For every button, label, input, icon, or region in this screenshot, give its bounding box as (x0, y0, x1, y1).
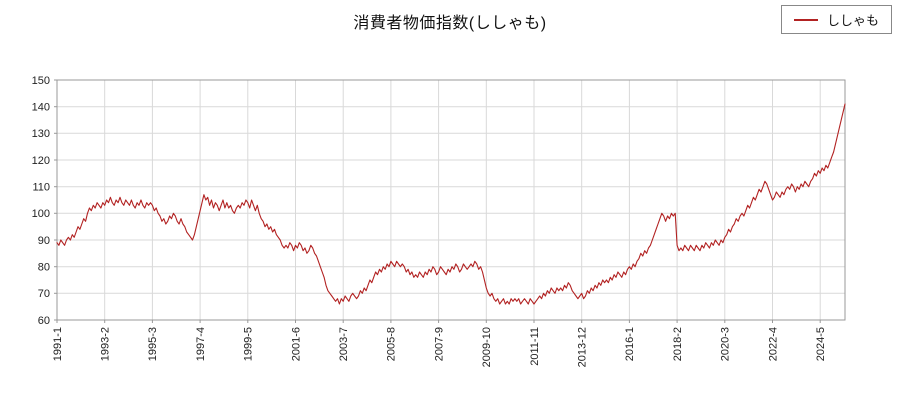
grid (56, 79, 845, 321)
svg-text:2011-11: 2011-11 (529, 327, 541, 366)
svg-text:110: 110 (32, 182, 50, 194)
svg-text:2013-12: 2013-12 (577, 327, 589, 367)
svg-text:1993-2: 1993-2 (100, 327, 112, 361)
svg-text:2003-7: 2003-7 (338, 327, 350, 361)
plot-background (57, 80, 845, 320)
svg-text:2020-3: 2020-3 (720, 327, 732, 361)
svg-text:2005-8: 2005-8 (386, 327, 398, 361)
series-line (56, 103, 846, 305)
svg-text:90: 90 (38, 235, 50, 247)
svg-text:150: 150 (32, 75, 50, 87)
svg-text:2009-10: 2009-10 (481, 327, 493, 367)
svg-text:100: 100 (32, 208, 50, 220)
svg-text:2024-5: 2024-5 (815, 327, 827, 361)
svg-text:120: 120 (32, 155, 50, 167)
chart-title: 消費者物価指数(ししゃも) (353, 15, 547, 32)
svg-text:1997-4: 1997-4 (195, 327, 207, 361)
svg-text:2016-1: 2016-1 (624, 327, 636, 361)
svg-text:1999-5: 1999-5 (243, 327, 255, 361)
svg-text:2001-6: 2001-6 (290, 327, 302, 361)
svg-text:1991-1: 1991-1 (52, 327, 64, 361)
svg-text:2007-9: 2007-9 (433, 327, 445, 361)
svg-text:70: 70 (38, 288, 50, 300)
svg-text:140: 140 (32, 102, 50, 114)
legend-series-label: ししゃも (826, 13, 879, 28)
svg-text:80: 80 (38, 262, 50, 274)
legend-line-marker (793, 18, 818, 21)
svg-text:2018-2: 2018-2 (672, 327, 684, 361)
legend: ししゃも (780, 5, 892, 34)
plot-border (56, 79, 846, 321)
x-axis-labels: 1991-1 1993-2 1995-3 1997-4 1999-5 2001-6 2003… (52, 327, 827, 367)
svg-text:1995-3: 1995-3 (147, 327, 159, 361)
axis-ticks (54, 79, 821, 323)
y-axis-labels: 60 70 80 90 100 110 120 130 140 150 (32, 75, 50, 327)
svg-text:60: 60 (38, 315, 50, 327)
svg-text:2022-4: 2022-4 (767, 327, 779, 361)
svg-text:130: 130 (32, 128, 50, 140)
